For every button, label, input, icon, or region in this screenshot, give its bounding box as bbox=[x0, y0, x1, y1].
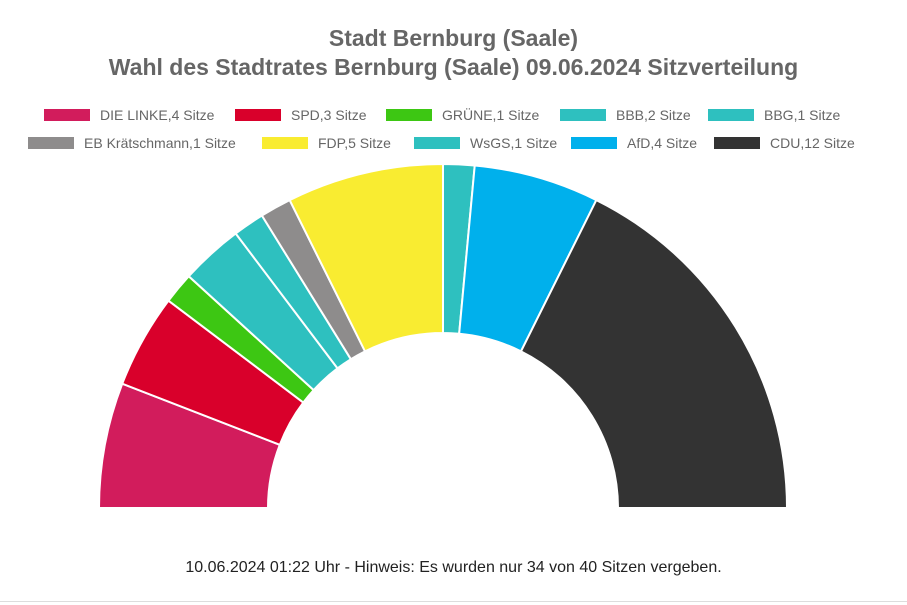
legend-label: DIE LINKE,4 Sitze bbox=[100, 107, 215, 123]
legend-swatch bbox=[560, 109, 606, 121]
legend-label: SPD,3 Sitze bbox=[291, 107, 367, 123]
legend-swatch bbox=[571, 137, 617, 149]
legend-label: CDU,12 Sitze bbox=[770, 135, 855, 151]
legend-swatch bbox=[708, 109, 754, 121]
legend-swatch bbox=[414, 137, 460, 149]
legend-swatch bbox=[714, 137, 760, 149]
bottom-divider bbox=[0, 601, 907, 602]
legend-swatch bbox=[44, 109, 90, 121]
legend-label: FDP,5 Sitze bbox=[318, 135, 391, 151]
legend-swatch bbox=[28, 137, 74, 149]
legend-swatch bbox=[386, 109, 432, 121]
legend-label: BBG,1 Sitze bbox=[764, 107, 841, 123]
legend-label: GRÜNE,1 Sitze bbox=[442, 107, 540, 123]
legend-label: EB Krätschmann,1 Sitze bbox=[84, 135, 236, 151]
legend-label: BBB,2 Sitze bbox=[616, 107, 691, 123]
footnote: 10.06.2024 01:22 Uhr - Hinweis: Es wurde… bbox=[185, 559, 722, 576]
legend-label: WsGS,1 Sitze bbox=[470, 135, 558, 151]
chart-title: Stadt Bernburg (Saale) bbox=[328, 25, 579, 51]
legend-swatch bbox=[262, 137, 308, 149]
legend-swatch bbox=[235, 109, 281, 121]
chart-subtitle: Wahl des Stadtrates Bernburg (Saale) 09.… bbox=[108, 54, 799, 80]
slice-cdu bbox=[519, 198, 789, 509]
legend-label: AfD,4 Sitze bbox=[627, 135, 698, 151]
